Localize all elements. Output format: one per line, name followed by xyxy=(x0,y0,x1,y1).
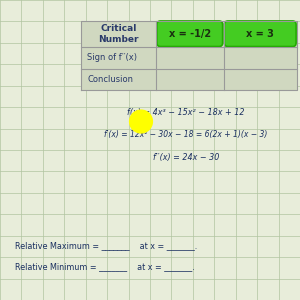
Text: Relative Maximum = _______    at x = _______.: Relative Maximum = _______ at x = ______… xyxy=(15,242,197,250)
FancyBboxPatch shape xyxy=(157,21,223,46)
Text: x = -1/2: x = -1/2 xyxy=(169,29,211,39)
Circle shape xyxy=(130,110,152,133)
Text: f′(x) = 12x² − 30x − 18 = 6(2x + 1)(x − 3): f′(x) = 12x² − 30x − 18 = 6(2x + 1)(x − … xyxy=(104,130,268,140)
Text: Relative Minimum = _______    at x = _______.: Relative Minimum = _______ at x = ______… xyxy=(15,262,195,272)
Text: Sign of f′′(x): Sign of f′′(x) xyxy=(87,53,137,62)
Text: Critical
Number: Critical Number xyxy=(98,24,139,44)
FancyBboxPatch shape xyxy=(224,21,296,46)
Text: Conclusion: Conclusion xyxy=(87,75,133,84)
Text: x = 3: x = 3 xyxy=(246,29,274,39)
Text: f′′(x) = 24x − 30: f′′(x) = 24x − 30 xyxy=(153,153,219,162)
Bar xyxy=(81,21,297,90)
Text: f(x) = 4x³ − 15x² − 18x + 12: f(x) = 4x³ − 15x² − 18x + 12 xyxy=(127,108,245,117)
